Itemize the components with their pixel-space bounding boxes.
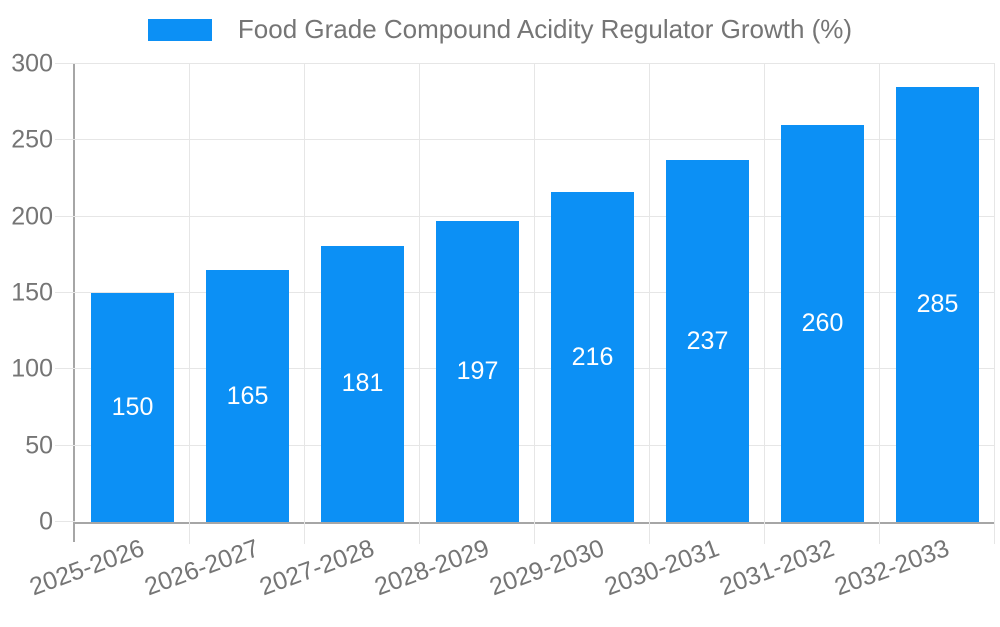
v-gridline xyxy=(534,64,535,544)
bar-2028-2029: 197 xyxy=(436,221,519,522)
v-gridline xyxy=(189,64,190,544)
v-gridline xyxy=(304,64,305,544)
y-gridline xyxy=(55,521,75,522)
y-axis-label: 250 xyxy=(11,125,53,154)
bar-value-label: 216 xyxy=(571,342,614,371)
y-axis-label: 200 xyxy=(11,202,53,231)
legend-swatch xyxy=(147,18,212,41)
v-gridline xyxy=(994,64,995,544)
x-axis-tick xyxy=(73,522,75,542)
y-gridline xyxy=(55,63,995,64)
v-gridline xyxy=(419,64,420,544)
y-axis-label: 150 xyxy=(11,278,53,307)
bar-2030-2031: 237 xyxy=(666,160,749,522)
y-axis-label: 300 xyxy=(11,49,53,78)
bar-value-label: 260 xyxy=(801,309,844,338)
plot-area: 0 50 100 150 200 250 300 150 165 181 197 216 237 260 2… xyxy=(11,51,995,601)
bar-value-label: 237 xyxy=(686,326,729,355)
v-gridline xyxy=(764,64,765,544)
bar-2029-2030: 216 xyxy=(551,192,634,522)
bar-2027-2028: 181 xyxy=(321,245,404,522)
y-axis-label: 0 xyxy=(39,507,53,536)
bar-value-label: 197 xyxy=(456,357,499,386)
bar-2026-2027: 165 xyxy=(206,270,289,522)
v-gridline xyxy=(879,64,880,544)
bar-value-label: 150 xyxy=(111,393,154,421)
bar-2031-2032: 260 xyxy=(781,125,864,522)
bar-2032-2033: 285 xyxy=(896,86,979,522)
y-axis-label: 50 xyxy=(25,431,53,460)
bar-value-label: 285 xyxy=(916,289,959,318)
y-axis-label: 100 xyxy=(11,354,53,383)
v-gridline xyxy=(649,64,650,544)
legend-series-label: Food Grade Compound Acidity Regulator Gr… xyxy=(237,14,853,44)
chart-legend[interactable]: Food Grade Compound Acidity Regulator Gr… xyxy=(0,14,1000,45)
bar-2025-2026: 150 xyxy=(91,293,174,522)
bar-value-label: 181 xyxy=(341,369,384,398)
bar-value-label: 165 xyxy=(226,381,269,410)
